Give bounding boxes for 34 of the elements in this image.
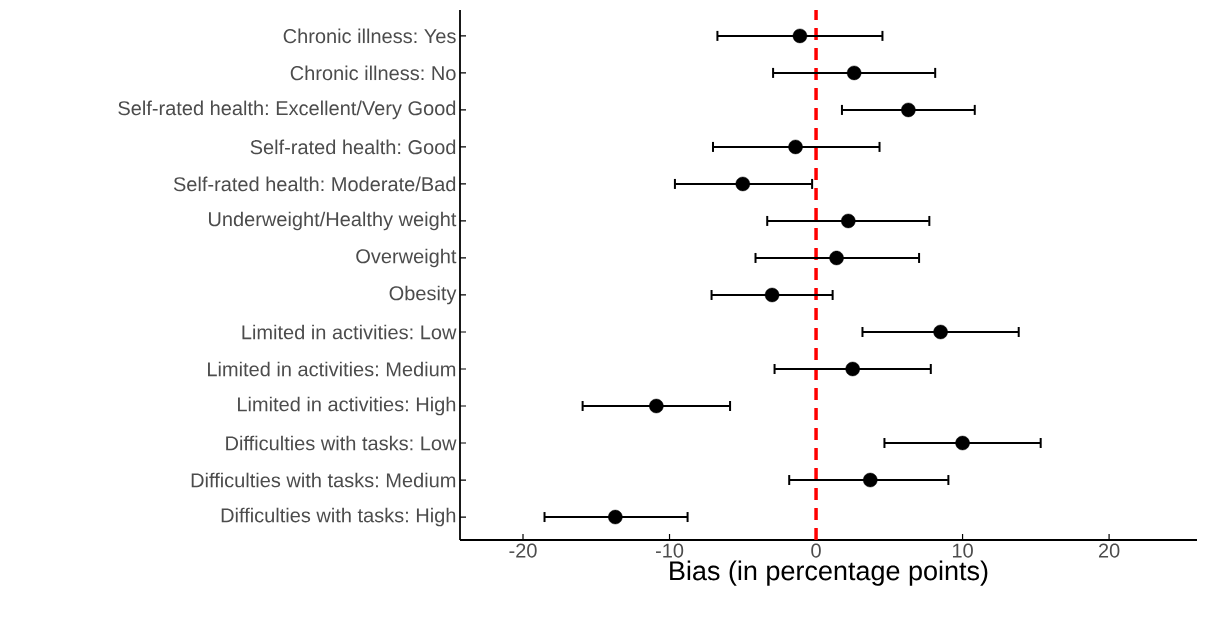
- point: [764, 287, 780, 303]
- y-tick-label: Chronic illness: No: [290, 65, 456, 81]
- point: [649, 398, 664, 414]
- point: [933, 324, 948, 340]
- point: [845, 361, 860, 377]
- point: [901, 102, 916, 118]
- point: [863, 472, 878, 488]
- y-tick-label: Difficulties with tasks: Low: [226, 435, 457, 451]
- y-tick-label: Difficulties with tasks: High: [221, 507, 456, 527]
- y-tick-label: Self-rated health: Moderate/Bad: [173, 176, 456, 192]
- y-tick-label: Self-rated health: Excellent/Very Good: [118, 100, 456, 120]
- x-tick-label: -20: [509, 543, 537, 558]
- y-tick-label: Limited in activities: Medium: [208, 361, 456, 377]
- point: [735, 176, 750, 192]
- y-tick-label: Underweight/Healthy weight: [208, 211, 457, 231]
- x-tick-label: 10: [952, 543, 973, 558]
- point: [829, 250, 844, 266]
- point: [846, 65, 862, 81]
- y-tick-label: Overweight: [356, 248, 457, 268]
- y-tick-label: Chronic illness: Yes: [283, 28, 456, 44]
- point: [792, 28, 808, 44]
- point: [955, 435, 970, 451]
- x-tick-label: 0: [811, 543, 821, 558]
- y-tick-label: Difficulties with tasks: Medium: [191, 472, 456, 488]
- x-tick-label: 20: [1098, 543, 1120, 558]
- x-axis-title: Bias (in percentage points): [670, 560, 988, 586]
- y-tick-label: Limited in activities: Low: [242, 324, 457, 340]
- point: [608, 509, 623, 525]
- point: [841, 213, 856, 229]
- y-tick-label: Obesity: [389, 285, 457, 305]
- y-tick-label: Self-rated health: Good: [250, 139, 456, 155]
- y-tick-label: Limited in activities: High: [238, 396, 456, 416]
- x-tick-label: -10: [655, 543, 684, 558]
- point: [788, 139, 803, 155]
